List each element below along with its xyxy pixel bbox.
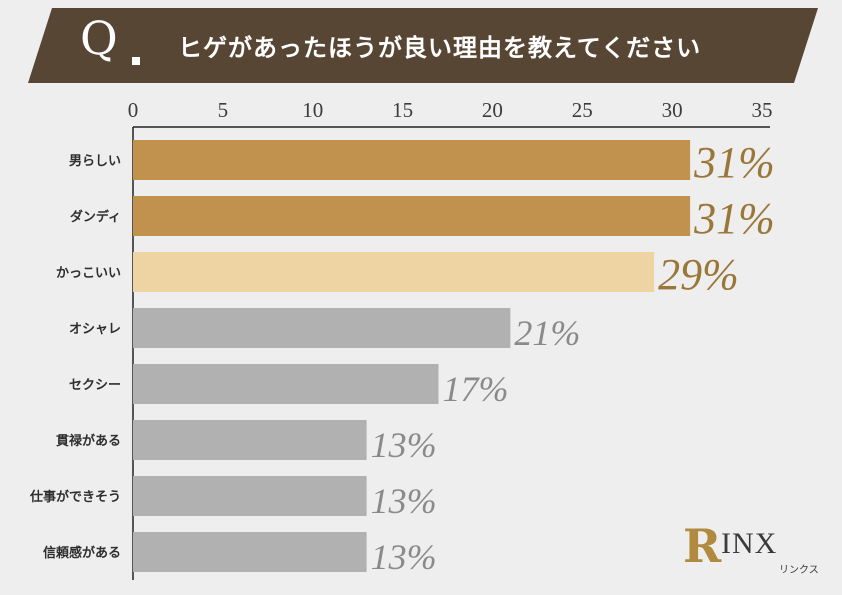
data-label: 13% — [371, 425, 437, 465]
data-label: 13% — [371, 481, 437, 521]
x-tick-label: 15 — [392, 98, 413, 122]
bar — [133, 196, 691, 236]
data-label: 31% — [693, 194, 775, 243]
category-label: 貫禄がある — [56, 433, 121, 449]
data-label: 13% — [371, 537, 437, 577]
x-tick-label: 0 — [128, 98, 139, 122]
bar — [133, 308, 511, 348]
bar — [133, 252, 655, 292]
bar — [133, 140, 691, 180]
x-tick-label: 35 — [752, 98, 773, 122]
category-label: 信頼感がある — [43, 545, 121, 561]
x-tick-label: 30 — [662, 98, 683, 122]
category-label: セクシー — [69, 378, 121, 393]
bar — [133, 532, 367, 572]
logo-wordmark: INX — [721, 527, 778, 560]
bar — [133, 420, 367, 460]
banner-background — [28, 8, 818, 83]
data-label: 31% — [693, 138, 775, 187]
question-title: ヒゲがあったほうが良い理由を教えてください — [178, 34, 702, 62]
data-label: 17% — [443, 369, 509, 409]
question-banner: Q ヒゲがあったほうが良い理由を教えてください — [28, 8, 818, 83]
logo-subtitle: リンクス — [779, 565, 819, 576]
x-tick-label: 25 — [572, 98, 593, 122]
question-mark-letter: Q — [80, 11, 118, 65]
question-mark-dot — [132, 57, 140, 65]
logo-initial: R — [683, 519, 722, 573]
rinx-logo: R INX リンクス — [683, 523, 833, 583]
data-label: 29% — [658, 250, 739, 299]
category-label: かっこいい — [56, 266, 121, 281]
x-tick-label: 10 — [302, 98, 323, 122]
category-label: ダンディ — [70, 209, 121, 225]
category-label: オシャレ — [69, 322, 121, 337]
x-tick-label: 20 — [482, 98, 503, 122]
category-label: 仕事ができそう — [29, 489, 121, 505]
data-label: 21% — [514, 313, 580, 353]
bar — [133, 476, 367, 516]
bar — [133, 364, 439, 404]
category-label: 男らしい — [69, 154, 121, 169]
x-tick-label: 5 — [218, 98, 229, 122]
